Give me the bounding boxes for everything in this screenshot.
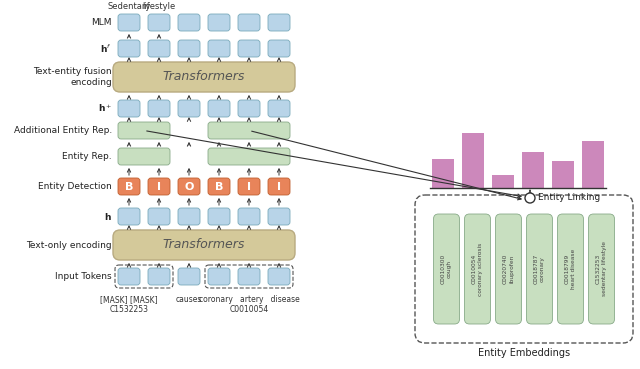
FancyBboxPatch shape: [268, 208, 290, 225]
FancyBboxPatch shape: [238, 40, 260, 57]
FancyBboxPatch shape: [118, 148, 170, 165]
FancyBboxPatch shape: [148, 14, 170, 31]
FancyBboxPatch shape: [148, 208, 170, 225]
FancyBboxPatch shape: [178, 268, 200, 285]
Text: lifestyle: lifestyle: [142, 2, 175, 11]
Text: MLM: MLM: [92, 18, 112, 27]
FancyBboxPatch shape: [268, 14, 290, 31]
Text: I: I: [157, 182, 161, 192]
FancyBboxPatch shape: [208, 14, 230, 31]
FancyBboxPatch shape: [238, 14, 260, 31]
Text: $\mathbf{h}$: $\mathbf{h}$: [104, 211, 112, 222]
Text: C0020740
ibuprofen: C0020740 ibuprofen: [503, 254, 514, 284]
Text: B: B: [215, 182, 223, 192]
Text: Input Tokens: Input Tokens: [56, 272, 112, 281]
FancyBboxPatch shape: [589, 214, 614, 324]
FancyBboxPatch shape: [148, 178, 170, 195]
FancyBboxPatch shape: [118, 122, 170, 139]
Text: C0018799
heart disease: C0018799 heart disease: [565, 249, 576, 289]
Text: causes: causes: [176, 295, 202, 304]
FancyBboxPatch shape: [118, 208, 140, 225]
Bar: [432, 159, 454, 188]
Bar: [522, 152, 544, 188]
FancyBboxPatch shape: [268, 268, 290, 285]
Bar: [462, 133, 484, 188]
FancyBboxPatch shape: [118, 268, 140, 285]
Text: Entity Embeddings: Entity Embeddings: [478, 348, 570, 358]
Text: Transformers: Transformers: [163, 70, 245, 83]
Text: C0018787
coronary: C0018787 coronary: [534, 254, 545, 284]
FancyBboxPatch shape: [495, 214, 522, 324]
FancyBboxPatch shape: [178, 208, 200, 225]
FancyBboxPatch shape: [118, 178, 140, 195]
FancyBboxPatch shape: [268, 100, 290, 117]
FancyBboxPatch shape: [268, 40, 290, 57]
FancyBboxPatch shape: [238, 178, 260, 195]
Text: C0010054
coronary sclerosis: C0010054 coronary sclerosis: [472, 242, 483, 296]
Text: Text-only encoding: Text-only encoding: [26, 241, 112, 249]
Text: Text-entity fusion
encoding: Text-entity fusion encoding: [33, 67, 112, 87]
FancyBboxPatch shape: [178, 14, 200, 31]
Text: [MASK] [MASK]: [MASK] [MASK]: [100, 295, 158, 304]
FancyBboxPatch shape: [208, 268, 230, 285]
Text: Entity Rep.: Entity Rep.: [62, 152, 112, 161]
Bar: [582, 141, 604, 188]
FancyBboxPatch shape: [113, 230, 295, 260]
FancyBboxPatch shape: [208, 208, 230, 225]
Text: coronary   artery   disease: coronary artery disease: [198, 295, 300, 304]
Text: Additional Entity Rep.: Additional Entity Rep.: [13, 126, 112, 135]
FancyBboxPatch shape: [238, 208, 260, 225]
Bar: [552, 161, 574, 188]
Text: Entity Linking: Entity Linking: [538, 193, 600, 203]
FancyBboxPatch shape: [118, 40, 140, 57]
Text: O: O: [184, 182, 194, 192]
Text: C0010054: C0010054: [229, 305, 269, 314]
Text: Sedentary: Sedentary: [108, 2, 150, 11]
FancyBboxPatch shape: [148, 100, 170, 117]
FancyBboxPatch shape: [148, 268, 170, 285]
Text: B: B: [125, 182, 133, 192]
Text: C1532253: C1532253: [109, 305, 148, 314]
FancyBboxPatch shape: [527, 214, 552, 324]
FancyBboxPatch shape: [118, 100, 140, 117]
FancyBboxPatch shape: [208, 178, 230, 195]
FancyBboxPatch shape: [178, 100, 200, 117]
FancyBboxPatch shape: [113, 62, 295, 92]
Text: I: I: [247, 182, 251, 192]
FancyBboxPatch shape: [178, 40, 200, 57]
FancyBboxPatch shape: [148, 40, 170, 57]
FancyBboxPatch shape: [268, 178, 290, 195]
FancyBboxPatch shape: [178, 178, 200, 195]
FancyBboxPatch shape: [208, 100, 230, 117]
FancyBboxPatch shape: [118, 14, 140, 31]
FancyBboxPatch shape: [208, 122, 290, 139]
Text: Entity Detection: Entity Detection: [38, 182, 112, 191]
FancyBboxPatch shape: [465, 214, 490, 324]
Circle shape: [525, 193, 535, 203]
Text: I: I: [277, 182, 281, 192]
FancyBboxPatch shape: [415, 195, 633, 343]
FancyBboxPatch shape: [238, 100, 260, 117]
FancyBboxPatch shape: [433, 214, 460, 324]
FancyBboxPatch shape: [208, 40, 230, 57]
Text: C1532253
sedentary lifestyle: C1532253 sedentary lifestyle: [596, 241, 607, 297]
Text: Transformers: Transformers: [163, 238, 245, 252]
Text: $\mathbf{h}^f$: $\mathbf{h}^f$: [100, 42, 112, 55]
FancyBboxPatch shape: [208, 148, 290, 165]
FancyBboxPatch shape: [557, 214, 584, 324]
Text: $\mathbf{h}^+$: $\mathbf{h}^+$: [98, 103, 112, 114]
Text: C0010300
cough: C0010300 cough: [441, 254, 452, 284]
FancyBboxPatch shape: [238, 268, 260, 285]
Bar: [492, 175, 514, 188]
